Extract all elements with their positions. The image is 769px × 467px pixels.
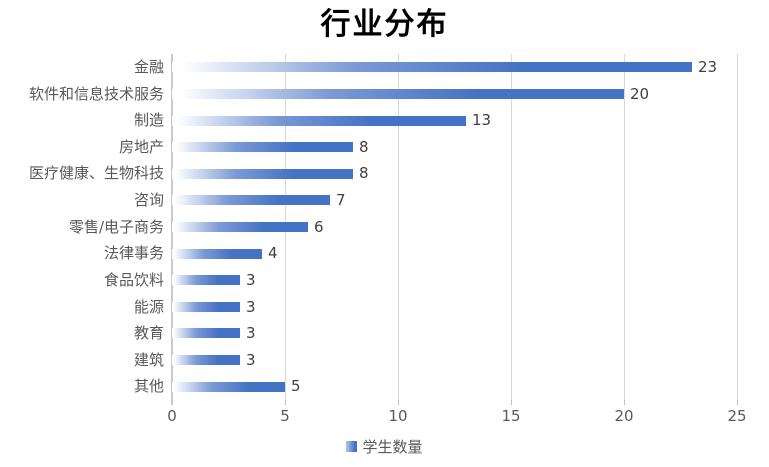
- category-label: 制造: [133, 111, 164, 129]
- x-axis-tick-label: 25: [727, 407, 747, 425]
- tick-mark-x-25: [737, 400, 738, 405]
- chart-title: 行业分布: [320, 7, 449, 42]
- x-axis-tick-label: 15: [501, 407, 521, 425]
- data-label: 8: [359, 138, 369, 156]
- gridline-x-20: [624, 54, 625, 400]
- gridline-x-10: [398, 54, 399, 400]
- data-label: 13: [472, 111, 492, 129]
- bar-6: [172, 222, 308, 232]
- legend: 学生数量: [0, 436, 769, 457]
- data-label: 3: [246, 298, 256, 316]
- bar-8: [172, 275, 240, 285]
- x-axis-tick-label: 20: [614, 407, 634, 425]
- tick-mark-x-20: [624, 400, 625, 405]
- data-label: 7: [336, 191, 346, 209]
- bar-7: [172, 249, 262, 259]
- data-label: 3: [246, 324, 256, 342]
- category-label: 教育: [133, 324, 164, 342]
- bar-4: [172, 169, 353, 179]
- data-label: 5: [291, 377, 301, 395]
- category-label: 食品饮料: [103, 271, 164, 289]
- legend-swatch-icon: [346, 441, 358, 452]
- tick-mark-x-10: [398, 400, 399, 405]
- category-label: 咨询: [133, 191, 164, 209]
- tick-mark-x-5: [285, 400, 286, 405]
- bar-2: [172, 116, 466, 126]
- data-label: 8: [359, 164, 369, 182]
- legend-label: 学生数量: [362, 438, 423, 456]
- data-label: 20: [630, 85, 650, 103]
- data-label: 23: [698, 58, 718, 76]
- gridline-x-15: [511, 54, 512, 400]
- bar-5: [172, 195, 330, 205]
- x-axis-tick-label: 5: [280, 407, 290, 425]
- category-label: 其他: [133, 377, 164, 395]
- x-axis-tick-label: 10: [388, 407, 408, 425]
- category-label: 房地产: [118, 138, 164, 156]
- category-label: 建筑: [133, 351, 164, 369]
- category-label: 医疗健康、生物科技: [28, 164, 164, 182]
- gridline-x-25: [737, 54, 738, 400]
- category-label: 能源: [133, 298, 164, 316]
- data-label: 4: [268, 244, 278, 262]
- bar-11: [172, 355, 240, 365]
- category-label: 软件和信息技术服务: [28, 85, 164, 103]
- category-label: 金融: [133, 58, 164, 76]
- x-axis-tick-label: 0: [167, 407, 177, 425]
- bar-10: [172, 328, 240, 338]
- category-label: 法律事务: [103, 244, 164, 262]
- bar-9: [172, 302, 240, 312]
- category-label: 零售/电子商务: [68, 218, 164, 236]
- bar-12: [172, 382, 285, 392]
- bar-3: [172, 142, 353, 152]
- data-label: 3: [246, 351, 256, 369]
- data-label: 3: [246, 271, 256, 289]
- bar-1: [172, 89, 624, 99]
- tick-mark-x-15: [511, 400, 512, 405]
- bar-0: [172, 62, 692, 72]
- data-label: 6: [314, 218, 324, 236]
